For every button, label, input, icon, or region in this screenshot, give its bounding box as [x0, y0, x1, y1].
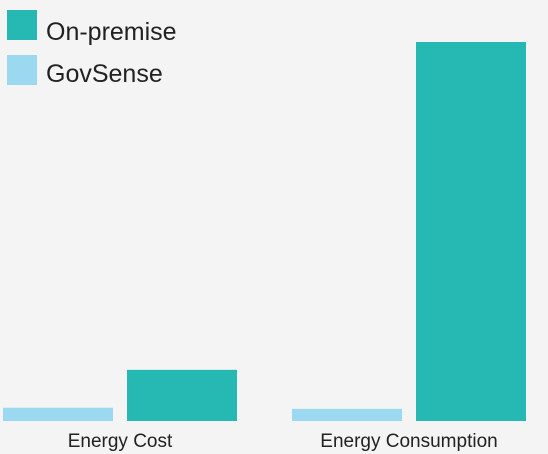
legend-swatch-on-premise	[7, 10, 37, 40]
bar-energy-cost-on-premise	[127, 369, 237, 421]
x-tick-label-energy-cost: Energy Cost	[68, 431, 173, 452]
legend-swatch-govsense	[7, 55, 37, 85]
x-axis-tick-labels: Energy Cost Energy Consumption	[68, 431, 498, 452]
x-tick-label-energy-consumption: Energy Consumption	[320, 431, 497, 452]
legend-label-govsense: GovSense	[46, 60, 163, 88]
bar-energy-cost-govsense	[3, 407, 113, 421]
chart-legend: On-premise GovSense	[7, 10, 177, 88]
bars-group	[3, 42, 526, 421]
legend-label-on-premise: On-premise	[46, 18, 177, 46]
bar-energy-consumption-on-premise	[416, 42, 526, 421]
bar-energy-consumption-govsense	[292, 408, 402, 421]
